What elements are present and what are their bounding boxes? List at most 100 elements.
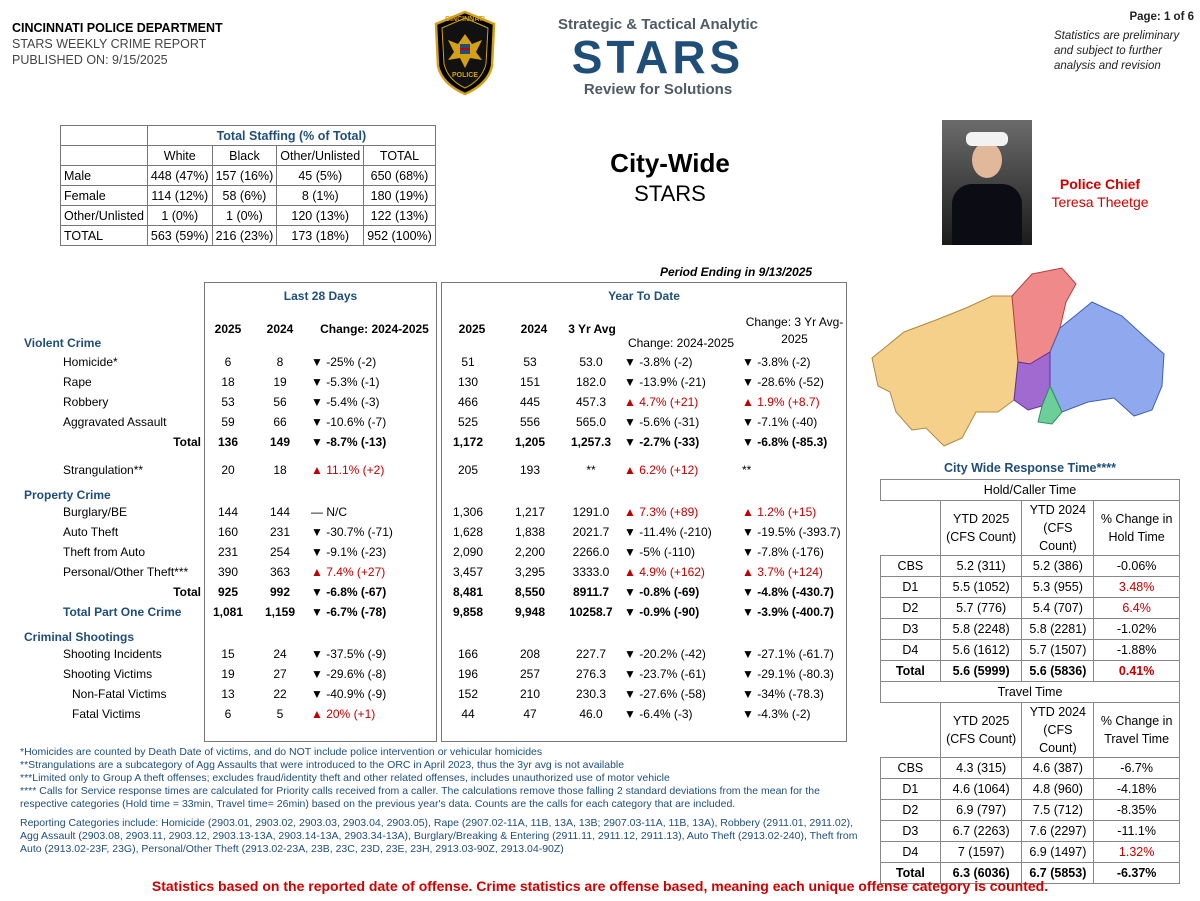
- table-cell: ▼ -6.4% (-3): [624, 707, 693, 721]
- table-cell: 390: [217, 565, 239, 579]
- violent-total-row: Total 136 149 ▼ -8.7% (-13) 1,172 1,205 1,257.…: [60, 432, 847, 452]
- table-cell: ▲ 4.7% (+21): [624, 395, 699, 409]
- staff-row-label: Female: [60, 185, 148, 206]
- table-cell: 160: [217, 525, 239, 539]
- table-cell: ▼ -0.9% (-90): [624, 605, 700, 619]
- table-cell: 525: [457, 415, 479, 429]
- table-cell: Theft from Auto: [63, 545, 146, 559]
- staff-row: TOTAL 563 (59%) 216 (23%) 173 (18%) 952 …: [60, 225, 436, 246]
- staff-col: Black: [211, 145, 278, 166]
- table-cell: -6.7%: [1093, 756, 1180, 779]
- table-cell: ▼ -3.8% (-2): [624, 355, 693, 369]
- table-cell: 166: [457, 647, 479, 661]
- table-cell: ▼ -40.9% (-9): [311, 687, 387, 701]
- staff-cell: 650 (68%): [363, 165, 436, 186]
- table-cell: CBS: [880, 756, 941, 779]
- col-header: 2025: [458, 322, 486, 336]
- last28-frame: [204, 282, 437, 742]
- staff-cell: 180 (19%): [363, 185, 436, 206]
- table-cell: ▲ 1.9% (+8.7): [742, 395, 820, 409]
- table-cell: D2: [880, 798, 941, 821]
- hold-title-row: Hold/Caller Time: [880, 478, 1180, 501]
- table-cell: Personal/Other Theft***: [63, 565, 189, 579]
- staff-col: Other/Unlisted: [276, 145, 365, 166]
- district-map: [871, 267, 1165, 447]
- table-cell: ▼ -5% (-110): [624, 545, 696, 559]
- response-row: D3 5.8 (2248) 5.8 (2281) -1.02%: [880, 617, 1180, 640]
- table-cell: Shooting Incidents: [63, 647, 162, 661]
- staff-cell: 216 (23%): [211, 225, 278, 246]
- footnote: *Homicides are counted by Death Date of …: [20, 746, 543, 758]
- staff-cell: 114 (12%): [146, 185, 213, 206]
- table-cell: 231: [217, 545, 239, 559]
- staff-cell: 1 (0%): [211, 205, 278, 226]
- table-cell: 4.8 (960): [1021, 777, 1095, 800]
- footnote: ***Limited only to Group A theft offense…: [20, 772, 670, 784]
- table-cell: 19: [273, 375, 287, 389]
- table-cell: ▲ 7.3% (+89): [624, 505, 699, 519]
- police-badge-logo: [434, 10, 496, 96]
- table-cell: 10258.7: [569, 605, 613, 619]
- staff-cell: 8 (1%): [276, 185, 365, 206]
- col-header: 3 Yr Avg: [568, 322, 616, 336]
- table-cell: 1291.0: [572, 505, 610, 519]
- table-cell: ▼ -6.8% (-85.3): [742, 435, 828, 449]
- table-cell: YTD 2024 (CFS Count): [1021, 499, 1095, 556]
- table-cell: ▼ -2.7% (-33): [624, 435, 700, 449]
- table-cell: 6.9 (797): [939, 798, 1023, 821]
- table-cell: Total: [880, 861, 941, 884]
- table-cell: 254: [269, 545, 291, 559]
- badge-text-top: CINCINNATI: [445, 16, 485, 23]
- section-label: Criminal Shootings: [24, 630, 135, 644]
- table-cell: 47: [523, 707, 537, 721]
- table-cell: [881, 702, 941, 757]
- table-cell: D4: [880, 840, 941, 863]
- table-cell: 15: [221, 647, 235, 661]
- table-cell: ▼ -29.1% (-80.3): [742, 667, 834, 681]
- table-cell: 182.0: [575, 375, 607, 389]
- table-cell: [881, 500, 941, 555]
- table-cell: 3,295: [514, 565, 546, 579]
- table-cell: 5.6 (5836): [1021, 659, 1095, 682]
- table-cell: 151: [519, 375, 541, 389]
- table-cell: **: [586, 463, 596, 477]
- table-cell: ▼ -11.4% (-210): [624, 525, 712, 539]
- table-cell: ▲ 7.4% (+27): [311, 565, 386, 579]
- table-cell: ▼ -28.6% (-52): [742, 375, 824, 389]
- table-cell: D4: [880, 638, 941, 661]
- table-cell: Rape: [63, 375, 92, 389]
- table-cell: ▼ -23.7% (-61): [624, 667, 706, 681]
- table-cell: 208: [519, 647, 541, 661]
- table-cell: 24: [273, 647, 287, 661]
- table-cell: 3,457: [452, 565, 484, 579]
- response-row: D1 5.5 (1052) 5.3 (955) 3.48%: [880, 575, 1180, 598]
- crime-row: Non-Fatal Victims 13 22 ▼ -40.9% (-9) 152 210…: [60, 684, 847, 704]
- table-cell: D2: [880, 596, 941, 619]
- table-cell: 53.0: [579, 355, 603, 369]
- table-cell: 1,081: [212, 605, 244, 619]
- table-cell: 3333.0: [572, 565, 610, 579]
- stars-line1: Strategic & Tactical Analytic: [557, 16, 759, 33]
- table-cell: -1.88%: [1093, 638, 1180, 661]
- part-one-row: Total Part One Crime 1,081 1,159 ▼ -6.7% (-…: [60, 602, 847, 622]
- table-cell: 6: [224, 355, 232, 369]
- title-line1: City-Wide: [610, 148, 730, 178]
- table-cell: ▼ -5.3% (-1): [311, 375, 380, 389]
- table-cell: 53: [523, 355, 537, 369]
- table-cell: 51: [461, 355, 475, 369]
- table-cell: 1,205: [514, 435, 546, 449]
- table-cell: 3.48%: [1093, 575, 1180, 598]
- table-cell: 2,090: [452, 545, 484, 559]
- table-cell: 1,172: [452, 435, 484, 449]
- response-row: D3 6.7 (2263) 7.6 (2297) -11.1%: [880, 819, 1180, 842]
- table-cell: ▼ -3.8% (-2): [742, 355, 811, 369]
- response-row: CBS 5.2 (311) 5.2 (386) -0.06%: [880, 554, 1180, 577]
- staff-row: Male 448 (47%) 157 (16%) 45 (5%) 650 (68…: [60, 165, 436, 186]
- footnote: **** Calls for Service response times ar…: [20, 785, 820, 810]
- response-row: Total 5.6 (5999) 5.6 (5836) 0.41%: [880, 659, 1180, 682]
- table-cell: 144: [269, 505, 291, 519]
- table-cell: ▼ -37.5% (-9): [311, 647, 387, 661]
- table-cell: ▼ -5.6% (-31): [624, 415, 700, 429]
- table-cell: Total Part One Crime: [63, 605, 182, 619]
- staff-row-label: TOTAL: [60, 225, 148, 246]
